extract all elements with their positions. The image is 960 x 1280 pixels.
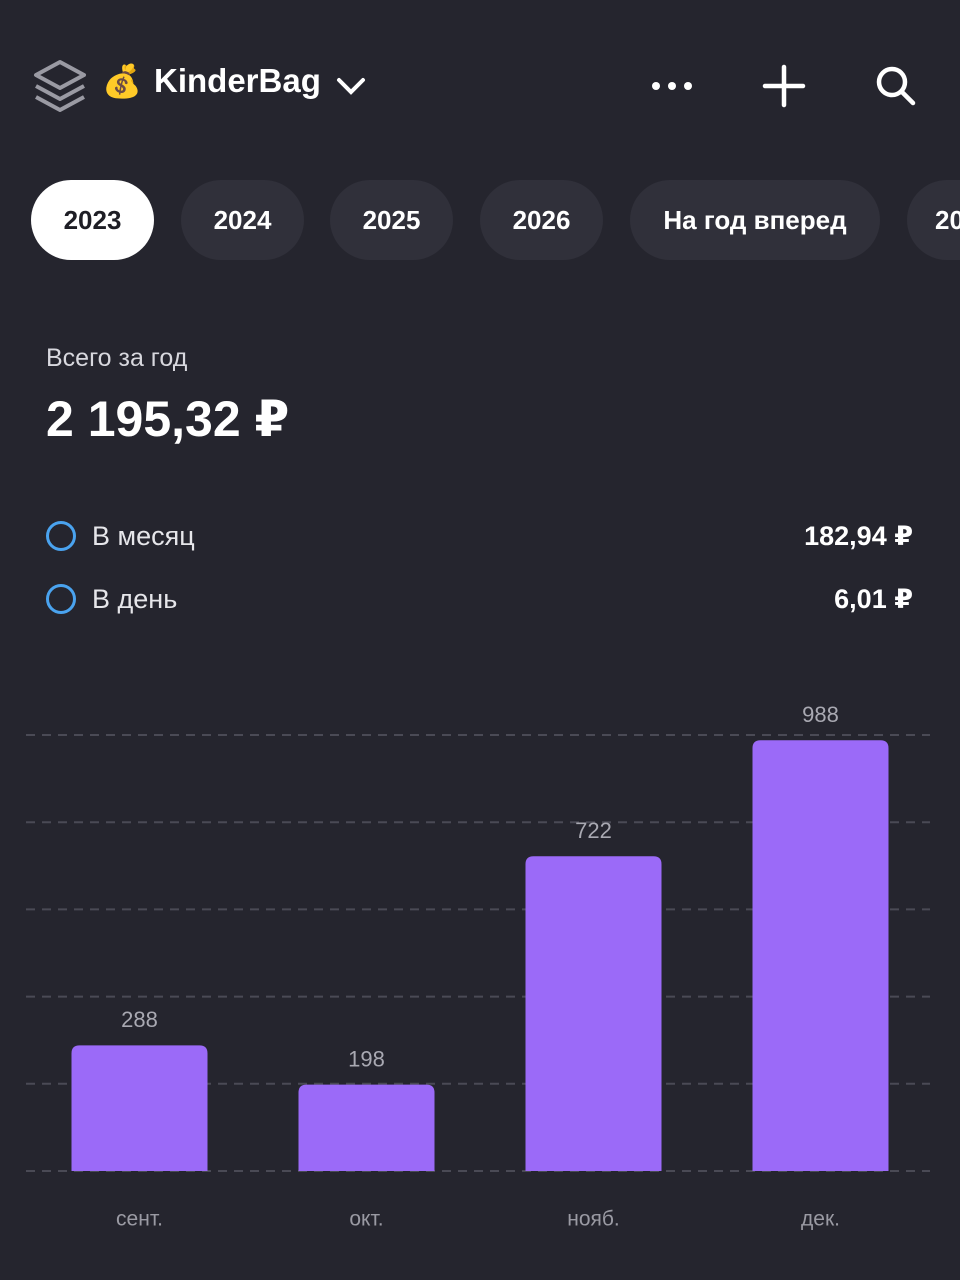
- bar: [298, 1084, 435, 1171]
- tab[interactable]: 2023: [31, 180, 154, 260]
- tab[interactable]: 2024: [181, 180, 304, 260]
- layers-icon[interactable]: [30, 58, 90, 114]
- summary-label: Всего за год: [46, 344, 188, 372]
- search-icon[interactable]: [874, 64, 918, 108]
- row-value: 6,01 ₽: [834, 584, 913, 614]
- x-tick-label: окт.: [349, 1208, 383, 1231]
- add-icon[interactable]: [762, 64, 806, 108]
- tab[interactable]: На год вперед: [630, 180, 880, 260]
- app-title[interactable]: KinderBag: [154, 62, 321, 99]
- x-tick-label: нояб.: [567, 1208, 620, 1231]
- value-label: 288: [121, 1007, 158, 1032]
- x-tick-label: дек.: [801, 1208, 840, 1231]
- row-label: В день: [92, 584, 178, 614]
- year-tabs: 2023 2024 2025 2026 На год вперед 20: [0, 180, 960, 260]
- dropdown-icon[interactable]: [336, 74, 366, 98]
- tab[interactable]: 2026: [480, 180, 603, 260]
- chart: 288 сент. 198 окт. 722 нояб. 988 дек.: [26, 702, 930, 1231]
- tab[interactable]: 20: [907, 180, 960, 260]
- tab[interactable]: 2025: [330, 180, 453, 260]
- radio[interactable]: [46, 584, 76, 614]
- bar: [752, 740, 889, 1171]
- more-icon[interactable]: [648, 76, 696, 96]
- radio[interactable]: [46, 521, 76, 551]
- row-value: 182,94 ₽: [804, 521, 913, 551]
- x-tick-label: сент.: [116, 1208, 163, 1231]
- bar: [525, 856, 662, 1171]
- row-label: В месяц: [92, 521, 195, 551]
- summary-total: 2 195,32 ₽: [46, 391, 290, 447]
- bar: [71, 1045, 208, 1171]
- value-label: 198: [348, 1046, 385, 1071]
- value-label: 722: [575, 818, 612, 843]
- value-label: 988: [802, 702, 839, 727]
- app-emoji: 💰: [102, 62, 142, 100]
